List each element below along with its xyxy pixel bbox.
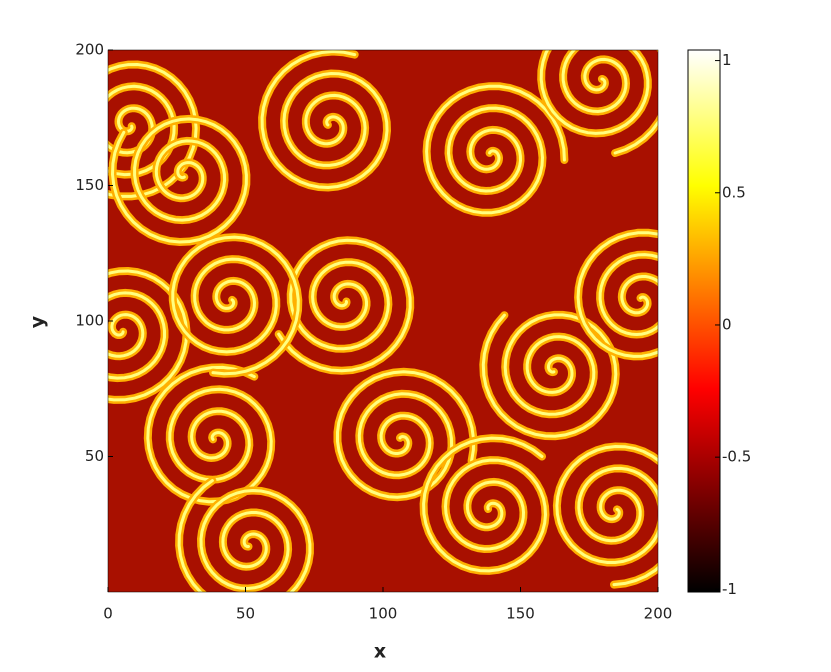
y-tick-label: 200 bbox=[75, 41, 104, 59]
x-axis-label: x bbox=[374, 641, 386, 663]
y-tick-label: 150 bbox=[75, 176, 104, 194]
spiral-core bbox=[277, 238, 412, 373]
colorbar-tick-label: 1 bbox=[722, 51, 732, 69]
y-tick-label: 100 bbox=[75, 312, 104, 330]
colorbar bbox=[687, 49, 721, 593]
x-tick-label: 150 bbox=[506, 605, 535, 623]
spiral-core bbox=[422, 436, 548, 573]
colorbar-tick-label: -1 bbox=[722, 580, 737, 598]
x-tick-label: 200 bbox=[644, 605, 673, 623]
x-tick-label: 50 bbox=[236, 605, 255, 623]
spiral-core bbox=[108, 62, 198, 198]
x-tick-label: 100 bbox=[369, 605, 398, 623]
spiral-core bbox=[576, 231, 658, 358]
spiral-core bbox=[177, 479, 312, 592]
spiral-core bbox=[110, 117, 248, 244]
colorbar-tick-label: 0.5 bbox=[722, 183, 746, 201]
colorbar-tick-label: -0.5 bbox=[722, 448, 751, 466]
spiral-core bbox=[260, 50, 389, 190]
y-tick-label: 50 bbox=[85, 447, 104, 465]
x-tick-label: 0 bbox=[103, 605, 113, 623]
spiral-core bbox=[425, 84, 566, 215]
y-axis-label: y bbox=[27, 315, 49, 328]
spiral-core bbox=[481, 313, 618, 438]
heatmap-image bbox=[108, 50, 658, 592]
spiral-core bbox=[336, 370, 476, 499]
spiral-core bbox=[555, 444, 658, 587]
colorbar-tick-label: 0 bbox=[722, 315, 732, 333]
spiral-core bbox=[171, 235, 300, 376]
spiral-core bbox=[146, 365, 273, 504]
spiral-core bbox=[539, 50, 658, 155]
